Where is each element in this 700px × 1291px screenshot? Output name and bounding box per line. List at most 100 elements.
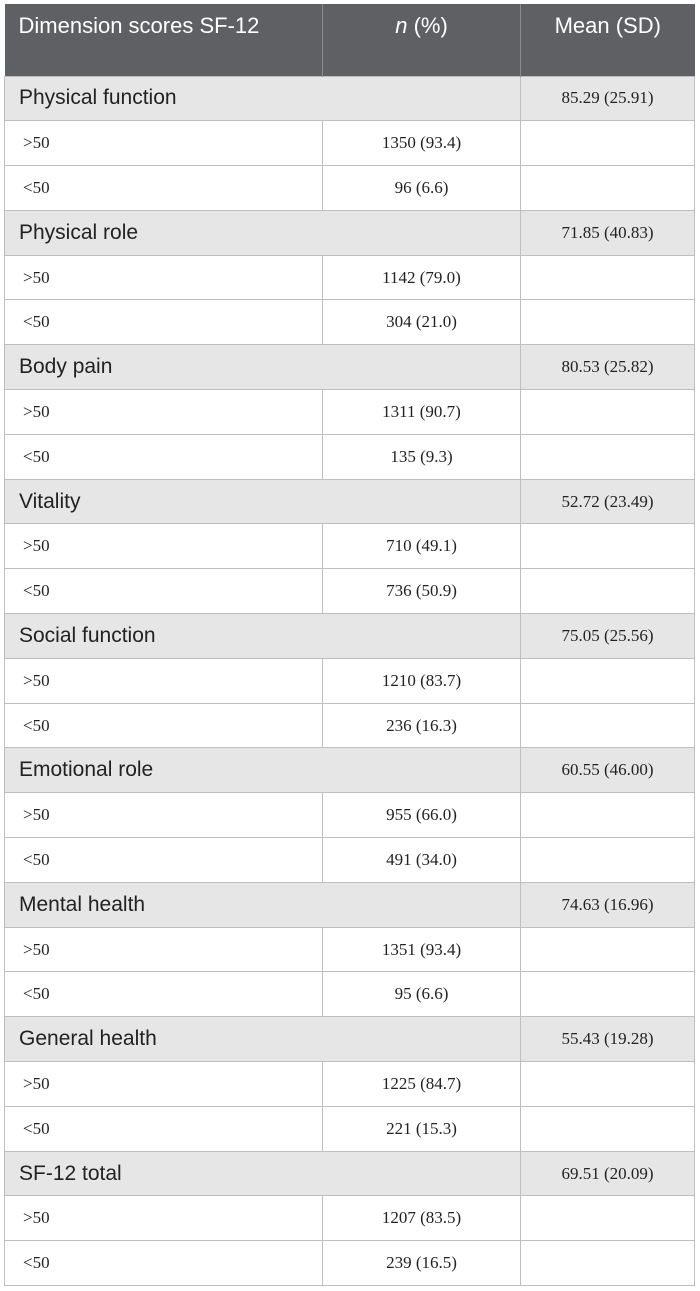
sub-row-n-percent: 1350 (93.4) [322,120,521,167]
group-mean-sd: 80.53 (25.82) [520,344,695,391]
sub-row: >50 955 (66.0) [4,792,695,839]
group-mean-sd: 71.85 (40.83) [520,209,695,256]
sub-row-n-percent: 239 (16.5) [322,1240,521,1287]
group-mean-sd: 85.29 (25.91) [520,75,695,122]
sub-row: <50 239 (16.5) [4,1240,695,1287]
group-name: Physical function [4,75,521,122]
sub-row-n-percent: 236 (16.3) [322,702,521,749]
header-dimension-scores: Dimension scores SF-12 [4,4,323,76]
sub-row-empty [520,120,695,167]
sub-row-n-percent: 1225 (84.7) [322,1061,521,1107]
sub-row-label: <50 [4,702,323,749]
group-row: Vitality 52.72 (23.49) [4,478,695,525]
sub-row: >50 1351 (93.4) [4,926,695,973]
sub-row-empty [520,1195,695,1242]
sub-row: <50 135 (9.3) [4,433,695,480]
group-row: Emotional role 60.55 (46.00) [4,747,695,794]
sf12-scores-table: Dimension scores SF-12 n (%) Mean (SD) P… [4,4,695,1287]
header-n-label: n [395,13,408,38]
sub-row-n-percent: 710 (49.1) [322,523,521,570]
group-row: SF-12 total 69.51 (20.09) [4,1150,695,1197]
sub-row-label: <50 [4,971,323,1018]
sub-row: >50 1225 (84.7) [4,1061,695,1107]
sub-row-empty [520,165,695,211]
sub-row-label: >50 [4,1195,323,1242]
sub-row-n-percent: 135 (9.3) [322,433,521,480]
sf12-table-container: Dimension scores SF-12 n (%) Mean (SD) P… [4,4,695,1287]
sub-row-n-percent: 221 (15.3) [322,1105,521,1152]
group-name: General health [4,1016,521,1063]
group-row: Social function 75.05 (25.56) [4,613,695,659]
sub-row-n-percent: 1207 (83.5) [322,1195,521,1242]
table-body: Physical function 85.29 (25.91) >50 1350… [4,75,695,1287]
sub-row-empty [520,657,695,704]
sub-row-label: >50 [4,657,323,704]
group-name: Social function [4,613,521,659]
group-mean-sd: 60.55 (46.00) [520,747,695,794]
group-name: SF-12 total [4,1150,521,1197]
sub-row: <50 221 (15.3) [4,1105,695,1152]
sub-row: <50 95 (6.6) [4,971,695,1018]
sub-row-label: <50 [4,568,323,615]
sub-row-empty [520,523,695,570]
sub-row: >50 1350 (93.4) [4,120,695,167]
sub-row-empty [520,1061,695,1107]
header-mean-sd: Mean (SD) [520,4,695,76]
sub-row-empty [520,971,695,1018]
sub-row-label: >50 [4,792,323,839]
sub-row-n-percent: 96 (6.6) [322,165,521,211]
header-row: Dimension scores SF-12 n (%) Mean (SD) [4,4,695,76]
sub-row-label: >50 [4,926,323,973]
table-header: Dimension scores SF-12 n (%) Mean (SD) [4,4,695,76]
sub-row-label: >50 [4,523,323,570]
sub-row-empty [520,926,695,973]
sub-row-label: <50 [4,165,323,211]
group-mean-sd: 55.43 (19.28) [520,1016,695,1063]
sub-row-empty [520,299,695,346]
sub-row-n-percent: 736 (50.9) [322,568,521,615]
group-row: Mental health 74.63 (16.96) [4,881,695,928]
sub-row-n-percent: 1311 (90.7) [322,389,521,435]
sub-row-empty [520,389,695,435]
sub-row: >50 710 (49.1) [4,523,695,570]
sub-row-n-percent: 1351 (93.4) [322,926,521,973]
sub-row: >50 1311 (90.7) [4,389,695,435]
group-row: Physical function 85.29 (25.91) [4,75,695,122]
sub-row: <50 736 (50.9) [4,568,695,615]
sub-row-empty [520,568,695,615]
group-name: Mental health [4,881,521,928]
sub-row-label: >50 [4,254,323,301]
sub-row-label: <50 [4,1240,323,1287]
header-n-percent: n (%) [322,4,521,76]
group-name: Physical role [4,209,521,256]
group-mean-sd: 75.05 (25.56) [520,613,695,659]
sub-row: <50 96 (6.6) [4,165,695,211]
sub-row-n-percent: 95 (6.6) [322,971,521,1018]
sub-row-n-percent: 304 (21.0) [322,299,521,346]
sub-row-label: <50 [4,1105,323,1152]
sub-row-empty [520,702,695,749]
sub-row-n-percent: 1142 (79.0) [322,254,521,301]
sub-row: <50 236 (16.3) [4,702,695,749]
sub-row: <50 304 (21.0) [4,299,695,346]
group-mean-sd: 52.72 (23.49) [520,478,695,525]
sub-row-empty [520,1105,695,1152]
sub-row: <50 491 (34.0) [4,837,695,883]
group-name: Emotional role [4,747,521,794]
sub-row-empty [520,792,695,839]
group-row: General health 55.43 (19.28) [4,1016,695,1063]
sub-row-label: >50 [4,1061,323,1107]
sub-row-n-percent: 955 (66.0) [322,792,521,839]
group-row: Physical role 71.85 (40.83) [4,209,695,256]
sub-row: >50 1207 (83.5) [4,1195,695,1242]
sub-row: >50 1142 (79.0) [4,254,695,301]
sub-row-label: <50 [4,299,323,346]
sub-row-label: >50 [4,120,323,167]
sub-row-label: <50 [4,837,323,883]
group-name: Vitality [4,478,521,525]
sub-row-empty [520,1240,695,1287]
sub-row-empty [520,433,695,480]
header-percent-label: (%) [407,13,448,38]
sub-row-empty [520,254,695,301]
group-mean-sd: 69.51 (20.09) [520,1150,695,1197]
